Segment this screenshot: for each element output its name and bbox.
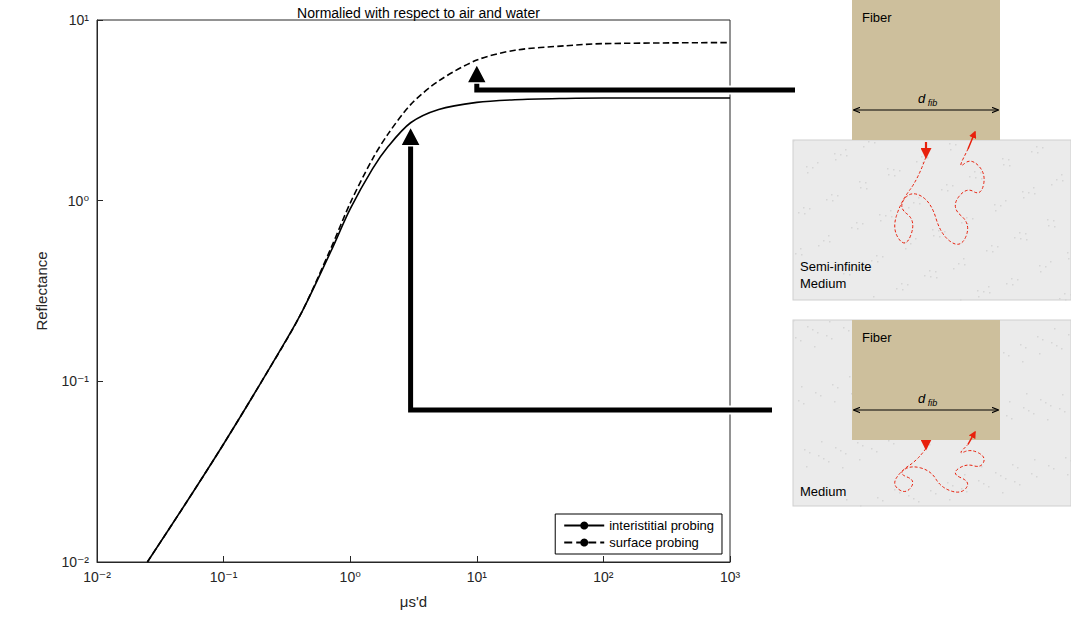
svg-text:10¹: 10¹ [467, 569, 488, 585]
svg-text:10²: 10² [593, 569, 614, 585]
svg-text:10⁻¹: 10⁻¹ [61, 373, 89, 389]
svg-text:d fib: d fib [918, 91, 937, 108]
svg-text:Fiber: Fiber [862, 330, 892, 345]
svg-text:10⁻¹: 10⁻¹ [210, 569, 238, 585]
svg-text:μs'd: μs'd [400, 593, 427, 610]
svg-text:Semi-infiniteMedium: Semi-infiniteMedium [800, 259, 872, 291]
svg-text:Normalied with respect to air: Normalied with respect to air and water [297, 5, 540, 21]
svg-text:10⁻²: 10⁻² [61, 554, 89, 570]
svg-text:d fib: d fib [918, 391, 937, 408]
svg-text:10⁰: 10⁰ [340, 569, 362, 585]
svg-text:10⁻²: 10⁻² [83, 569, 111, 585]
svg-text:10⁰: 10⁰ [68, 193, 90, 209]
svg-text:Reflectance: Reflectance [33, 251, 50, 330]
svg-text:Fiber: Fiber [862, 10, 892, 25]
svg-text:Medium: Medium [800, 484, 846, 499]
svg-text:10³: 10³ [720, 569, 741, 585]
svg-text:10¹: 10¹ [69, 12, 90, 28]
svg-text:interistitial probing: interistitial probing [609, 518, 714, 533]
svg-text:surface probing: surface probing [609, 535, 699, 550]
